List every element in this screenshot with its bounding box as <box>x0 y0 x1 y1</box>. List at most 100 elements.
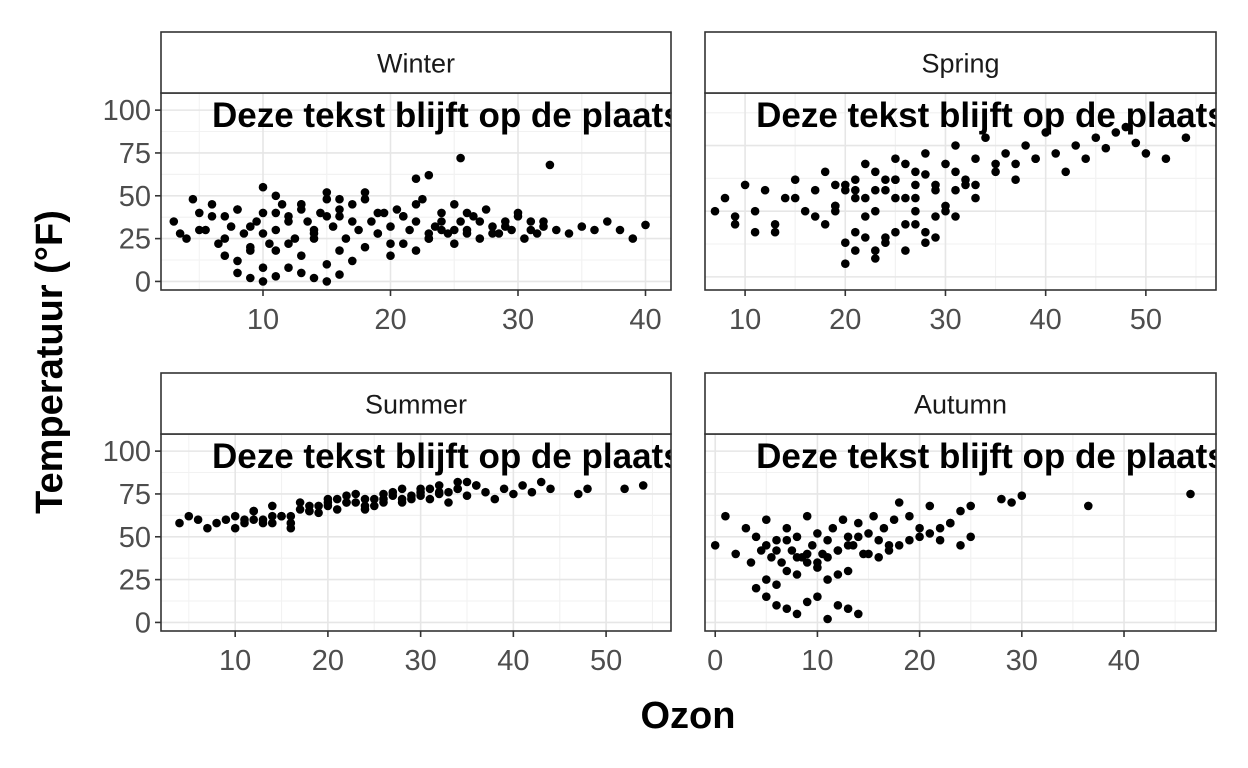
x-tick-label: 10 <box>219 645 251 677</box>
data-point <box>342 498 351 507</box>
data-point <box>450 225 459 235</box>
data-point <box>240 515 249 524</box>
data-point <box>526 217 536 226</box>
data-point <box>991 159 1000 169</box>
data-point <box>195 225 204 235</box>
panel-background <box>705 93 1216 290</box>
data-point <box>800 206 810 216</box>
data-point <box>961 180 970 190</box>
data-point <box>828 523 838 533</box>
data-point <box>1111 128 1121 137</box>
data-point <box>284 239 293 248</box>
data-point <box>271 191 281 201</box>
data-point <box>437 225 446 235</box>
data-points <box>175 477 648 533</box>
data-point <box>268 501 277 511</box>
data-point <box>741 523 751 533</box>
data-point <box>864 549 873 559</box>
data-point <box>869 511 878 521</box>
data-point <box>772 601 781 610</box>
data-point <box>201 225 210 235</box>
data-point <box>532 229 542 238</box>
data-point <box>1081 154 1090 163</box>
data-point <box>790 193 800 203</box>
data-point <box>1051 149 1060 158</box>
data-points <box>710 122 1191 269</box>
data-point <box>450 200 459 209</box>
data-point <box>360 494 370 504</box>
data-point <box>951 212 960 221</box>
data-point <box>397 484 407 494</box>
data-point <box>418 194 427 204</box>
data-point <box>1031 154 1040 163</box>
data-point <box>889 515 899 524</box>
data-point <box>935 523 945 533</box>
data-point <box>901 246 910 255</box>
data-point <box>351 498 361 507</box>
gridlines <box>161 93 671 290</box>
data-point <box>407 494 416 504</box>
data-point <box>507 225 516 235</box>
data-point <box>971 154 980 163</box>
data-point <box>997 494 1006 504</box>
data-point <box>513 212 523 221</box>
data-point <box>271 225 281 235</box>
data-point <box>966 532 975 542</box>
data-point <box>740 180 750 190</box>
data-point <box>1071 141 1080 150</box>
data-point <box>373 229 383 238</box>
data-point <box>316 208 325 218</box>
data-point <box>851 193 860 203</box>
data-point <box>792 532 802 542</box>
data-point <box>792 570 802 579</box>
data-point <box>252 217 261 226</box>
data-point <box>509 489 518 499</box>
facet-annotation: Deze tekst blijft op de plaats <box>756 96 1227 135</box>
data-point <box>956 506 965 516</box>
data-point <box>833 601 843 610</box>
data-point <box>823 575 832 584</box>
data-point <box>195 208 204 218</box>
data-point <box>411 217 421 226</box>
data-point <box>1186 489 1195 499</box>
data-point <box>309 273 319 283</box>
data-point <box>843 532 853 542</box>
data-point <box>462 477 472 487</box>
data-point <box>881 175 890 184</box>
data-point <box>750 227 760 237</box>
data-point <box>437 217 446 226</box>
data-point <box>1021 141 1030 150</box>
data-point <box>399 212 408 221</box>
data-point <box>851 227 860 237</box>
data-point <box>268 511 277 521</box>
data-point <box>373 208 383 218</box>
data-point <box>469 212 478 221</box>
data-point <box>444 487 453 497</box>
data-point <box>437 208 446 218</box>
data-point <box>303 217 312 226</box>
data-point <box>1131 138 1141 148</box>
data-point <box>891 227 900 237</box>
data-point <box>854 532 863 542</box>
data-point <box>193 515 203 524</box>
data-point <box>416 487 425 497</box>
x-tick-label: 0 <box>707 645 723 677</box>
data-point <box>1101 143 1111 153</box>
data-point <box>966 501 975 511</box>
data-point <box>425 494 435 504</box>
data-point <box>931 233 940 242</box>
data-point <box>838 515 848 524</box>
facet-strip-label: Summer <box>365 390 467 420</box>
data-point <box>348 200 357 209</box>
data-point <box>249 506 258 516</box>
data-point <box>411 246 421 255</box>
data-point <box>341 234 351 243</box>
data-point <box>297 268 306 278</box>
y-tick-label: 50 <box>119 522 151 554</box>
data-point <box>971 180 980 190</box>
data-point <box>921 238 930 247</box>
data-point <box>462 491 472 501</box>
data-point <box>813 529 822 538</box>
data-point <box>874 553 883 562</box>
data-point <box>772 535 781 545</box>
